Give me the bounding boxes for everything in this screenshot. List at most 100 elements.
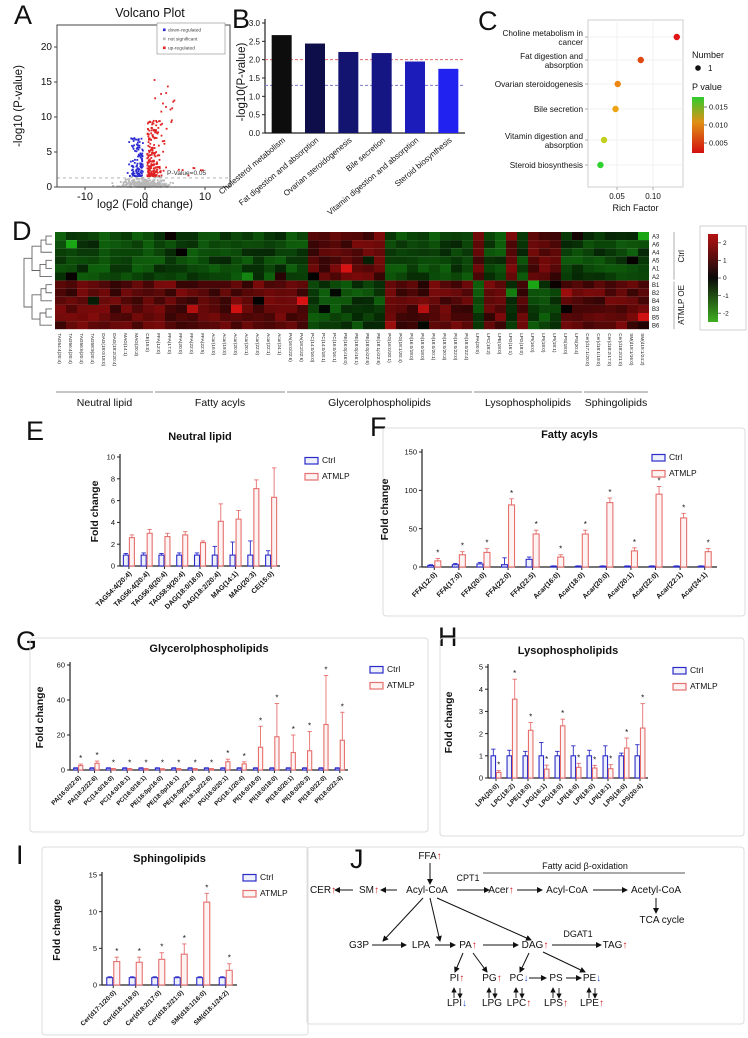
heatmap-col-label: Acar(24:1): [277, 333, 282, 355]
significance-star: *: [324, 666, 327, 675]
lipid-class-label: Sphingolipids: [585, 397, 647, 409]
panel-label-b: B: [232, 4, 251, 34]
atmlp-bar: [128, 537, 135, 567]
heatmap-row-label: B3: [652, 307, 660, 313]
chart-title: Lysophospholipids: [518, 645, 618, 657]
legend-label-atmlp: ATMLP: [669, 468, 697, 478]
ctrl-bar: [550, 565, 558, 568]
ctrl-bar: [648, 565, 656, 568]
atmlp-bar: [135, 961, 143, 986]
heatmap-col-label: PC(14:0/18:1): [321, 333, 326, 363]
svg-text:4: 4: [111, 518, 115, 527]
heatmap-col-label: MAG(20:3): [134, 333, 139, 356]
significance-star: *: [513, 669, 516, 678]
ctrl-bar: [151, 977, 159, 986]
kegg-bar: [271, 35, 292, 133]
svg-text:cancer: cancer: [558, 38, 583, 47]
legend-label-atmlp: ATMLP: [322, 471, 350, 481]
significance-star: *: [545, 755, 548, 764]
legend-label-ctrl: Ctrl: [322, 455, 335, 465]
ctrl-bar: [138, 767, 144, 771]
heatmap-col-label: LPI(18:0): [541, 333, 546, 353]
atmlp-bar: [182, 534, 189, 567]
heatmap-col-label: LPS(18:0): [563, 333, 568, 355]
lipid-pathway-diagram: FFA↑ CER↑ SM↑ Acyl-CoA CPT1 Acer↑ Acyl-CoA Acet…: [306, 846, 745, 1025]
heatmap-col-label: LPG(16:1): [508, 333, 513, 355]
svg-text:0: 0: [142, 191, 148, 203]
heatmap-row-label: B2: [652, 291, 660, 297]
significance-star: *: [682, 503, 685, 512]
pathway-node-cer: CER↑: [310, 885, 336, 896]
heatmap-col-label: FFA(22:0): [189, 333, 194, 354]
kegg-bar: [405, 61, 425, 133]
significance-star: *: [485, 539, 488, 548]
significance-star: *: [243, 752, 246, 761]
heatmap-col-label: TAG56:4(20:4): [68, 333, 73, 364]
heatmap-col-label: Cer(d18:1/19:0): [596, 333, 601, 366]
atmlp-bar: [203, 901, 211, 986]
ctrl-bar: [525, 558, 533, 568]
heatmap-col-label: FFA(12:0): [156, 333, 161, 354]
atmlp-bar: [339, 739, 345, 771]
atmlp-bar: [164, 536, 171, 567]
heatmap-col-label: PI(18:0/20:3): [442, 333, 447, 361]
heatmap-row-label: A4: [652, 250, 660, 256]
significance-star: *: [510, 489, 513, 498]
svg-text:2.0: 2.0: [249, 56, 261, 65]
ctrl-bar: [265, 554, 272, 567]
heatmap-col-label: SM(d18:1/24:2): [640, 333, 645, 366]
atmlp-bar: [225, 969, 233, 986]
svg-text:8: 8: [111, 475, 115, 484]
heatmap-col-label: CE(15:0): [145, 333, 150, 352]
significance-star: *: [593, 755, 596, 764]
kegg-bar: [338, 51, 359, 133]
ctrl-bar: [697, 565, 705, 568]
heatmap-row-label: A3: [652, 234, 660, 240]
legend-label-atmlp: ATMLP: [387, 680, 415, 690]
svg-text:10: 10: [41, 112, 53, 123]
heatmap-col-label: LPI(16:0): [530, 333, 535, 353]
heatmap-col-label: PG(16:0/20:1): [387, 333, 392, 363]
svg-text:20: 20: [57, 731, 65, 740]
dotplot-point: [612, 105, 619, 113]
pathway-node-tca-cycle: TCA cycle: [639, 915, 684, 926]
panel-label-d: D: [12, 216, 32, 246]
heatmap-col-label: PI(18:0/20:1): [431, 333, 436, 361]
svg-text:10: 10: [89, 907, 97, 916]
atmlp-bar: [225, 761, 231, 771]
ctrl-bar: [158, 554, 165, 567]
ctrl-bar: [599, 565, 607, 568]
heatmap-col-label: PG(18:1/20:4): [398, 333, 403, 363]
atmlp-bar: [639, 727, 646, 779]
heatmap-col-label: PE(16:0p/16:0): [343, 333, 348, 365]
pathway-node-pi: PI↑: [450, 973, 464, 984]
y-axis-label: -log10(P-value): [236, 43, 248, 122]
ctrl-bar: [673, 565, 681, 568]
significance-star: *: [112, 758, 115, 767]
heatmap-col-label: MAG(14:1): [123, 333, 128, 356]
svg-text:4: 4: [479, 685, 483, 694]
chart-title: Neutral lipid: [168, 431, 232, 443]
chart-title: Fatty acyls: [541, 429, 598, 441]
heatmap-col-label: PA(18:2/22:6): [299, 333, 304, 362]
lipid-heatmap: A3 A6 A4 A5 A1 A2 B1 B2 B4 B3 B5 B6 Ctrl ATMLP OE TAG5…: [23, 225, 747, 409]
ctrl-bar: [285, 767, 291, 771]
ctrl-bar: [427, 564, 435, 568]
svg-text:1.5: 1.5: [249, 74, 261, 83]
ctrl-bar: [128, 977, 136, 986]
heatmap-col-label: TAG54:4(20:4): [57, 333, 62, 364]
ctrl-bar: [211, 554, 218, 567]
heatmap-col-label: LPG(18:0): [519, 333, 524, 355]
kegg-bar: [371, 53, 392, 133]
pathway-node-sm: SM↑: [359, 885, 379, 896]
pathway-node-pg: PG↑: [482, 973, 501, 984]
pathway-node-ffa: FFA↑: [418, 851, 441, 862]
atmlp-bar: [110, 768, 117, 771]
svg-text:-2: -2: [723, 310, 729, 317]
heatmap-col-label: PC(16:0/16:1): [332, 333, 337, 363]
svg-text:1: 1: [723, 258, 727, 265]
heatmap-col-label: Acar(18:0): [222, 333, 227, 355]
atmlp-bar: [143, 768, 149, 771]
